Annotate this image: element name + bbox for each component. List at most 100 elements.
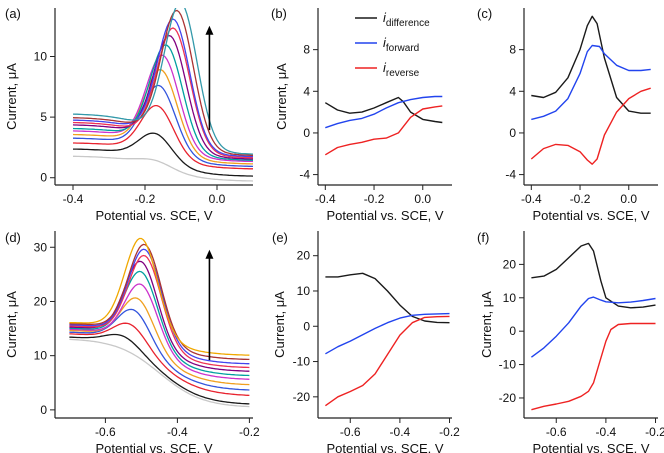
- panel-label: (a): [5, 6, 21, 21]
- legend-label: idifference: [383, 10, 430, 29]
- y-tick-label: 5: [40, 110, 47, 124]
- series-line-reverse: [530, 87, 651, 165]
- voltammogram-curve: [72, 18, 253, 158]
- series-line-difference: [325, 272, 450, 324]
- voltammogram-curve: [72, 54, 253, 163]
- y-tick-label: 10: [503, 291, 517, 305]
- y-tick-label: 0: [40, 403, 47, 417]
- voltammogram-curve: [69, 237, 250, 356]
- series-line-reverse: [531, 322, 656, 411]
- arrow-head-icon: [205, 249, 214, 259]
- y-tick-label: 0: [303, 126, 310, 140]
- y-tick-label: -4: [299, 168, 310, 182]
- x-tick-label: -0.4: [521, 192, 542, 206]
- panel-4: -0.6 -0.4 -0.2 -20 -10 0 10 20 Potential vs. SCE…: [272, 230, 460, 453]
- voltammogram-curve: [72, 9, 253, 156]
- panel-label: (d): [5, 230, 21, 245]
- x-tick-label: -0.4: [63, 192, 84, 206]
- y-tick-label: 20: [503, 257, 517, 271]
- legend-label: iforward: [383, 35, 419, 54]
- series-line-reverse: [324, 105, 443, 156]
- y-tick-label: 10: [297, 284, 311, 298]
- x-tick-label: -0.2: [439, 425, 460, 439]
- voltammogram-curve: [69, 283, 250, 380]
- x-tick-label: -0.4: [596, 425, 617, 439]
- y-tick-label: -4: [505, 168, 516, 182]
- voltammogram-curve: [69, 338, 250, 408]
- y-tick-label: -10: [293, 355, 311, 369]
- voltammogram-curve: [73, 104, 253, 170]
- x-tick-label: -0.6: [340, 425, 361, 439]
- y-tick-label: 0: [40, 171, 47, 185]
- y-axis-label: Current, μA: [4, 63, 19, 130]
- x-axis-label: Potential vs. SCE, V: [95, 208, 212, 223]
- voltammogram-curve: [69, 333, 250, 405]
- x-axis-label: Potential vs. SCE, V: [95, 441, 212, 453]
- y-tick-label: -20: [293, 390, 311, 404]
- series-line-difference: [324, 96, 443, 124]
- x-tick-label: 0.0: [209, 192, 226, 206]
- x-tick-label: -0.2: [239, 425, 260, 439]
- y-tick-label: 10: [34, 349, 48, 363]
- panel-label: (b): [271, 6, 287, 21]
- panel-0: -0.4 -0.2 0.0 0 5 10 Potential vs. SCE, V Curre…: [4, 6, 253, 223]
- x-tick-label: 0.0: [620, 192, 637, 206]
- y-tick-label: 8: [303, 43, 310, 57]
- x-axis-label: Potential vs. SCE, V: [326, 441, 443, 453]
- series-line-difference: [531, 15, 651, 114]
- y-tick-label: 4: [303, 84, 310, 98]
- legend-label: ireverse: [383, 60, 420, 79]
- y-axis-label: Current, μA: [479, 291, 494, 358]
- panel-label: (f): [477, 230, 489, 245]
- plot-area: [324, 95, 443, 156]
- y-tick-label: 8: [509, 43, 516, 57]
- panel-2: -0.4 -0.2 0.0 -4 0 4 8 Potential vs. SCE, V (c): [477, 6, 658, 223]
- x-axis-label: Potential vs. SCE, V: [532, 441, 649, 453]
- plot-area: [324, 272, 450, 407]
- plot-area: [72, 8, 253, 182]
- y-tick-label: 20: [297, 249, 311, 263]
- y-tick-label: -20: [499, 391, 517, 405]
- x-tick-label: -0.4: [315, 192, 336, 206]
- voltammogram-curve: [72, 69, 253, 165]
- voltammogram-curve: [73, 155, 253, 182]
- x-tick-label: -0.6: [546, 425, 567, 439]
- panel-5: -0.6 -0.4 -0.2 -20 -10 0 10 20 Potential vs. SCE…: [477, 230, 664, 453]
- x-tick-label: 0.0: [414, 192, 431, 206]
- y-tick-label: 0: [509, 126, 516, 140]
- voltammogram-curve: [72, 44, 253, 161]
- voltammogram-curve: [69, 248, 250, 365]
- plot-area: [530, 15, 651, 165]
- voltammogram-curve: [69, 270, 250, 377]
- y-axis-label: Current, μA: [274, 63, 289, 130]
- y-tick-label: 10: [34, 49, 48, 63]
- x-axis-label: Potential vs. SCE, V: [532, 208, 649, 223]
- x-tick-label: -0.2: [364, 192, 385, 206]
- x-tick-label: -0.4: [167, 425, 188, 439]
- plot-area: [69, 237, 250, 408]
- panel-label: (c): [477, 6, 492, 21]
- y-axis-label: Current, μA: [272, 291, 287, 358]
- y-tick-label: 0: [303, 319, 310, 333]
- y-tick-label: 4: [509, 84, 516, 98]
- voltammogram-curve: [69, 243, 250, 361]
- panel-3: -0.6 -0.4 -0.2 0 10 20 30 Potential vs. SCE, V C…: [4, 230, 260, 453]
- voltammogram-curve: [69, 322, 250, 397]
- series-line-reverse: [324, 315, 450, 407]
- x-tick-label: -0.2: [570, 192, 591, 206]
- series-line-forward: [530, 296, 656, 358]
- x-axis-label: Potential vs. SCE, V: [326, 208, 443, 223]
- y-tick-label: 20: [34, 294, 48, 308]
- y-tick-label: 30: [34, 240, 48, 254]
- series-line-difference: [531, 242, 656, 309]
- x-tick-label: -0.2: [135, 192, 156, 206]
- voltammogram-curve: [69, 308, 250, 391]
- voltammogram-curve: [72, 34, 253, 160]
- plot-area: [530, 242, 656, 411]
- series-line-forward: [531, 44, 651, 121]
- arrow-head-icon: [205, 25, 214, 35]
- y-axis-label: Current, μA: [4, 291, 19, 358]
- x-tick-label: -0.6: [95, 425, 116, 439]
- y-tick-label: 0: [509, 324, 516, 338]
